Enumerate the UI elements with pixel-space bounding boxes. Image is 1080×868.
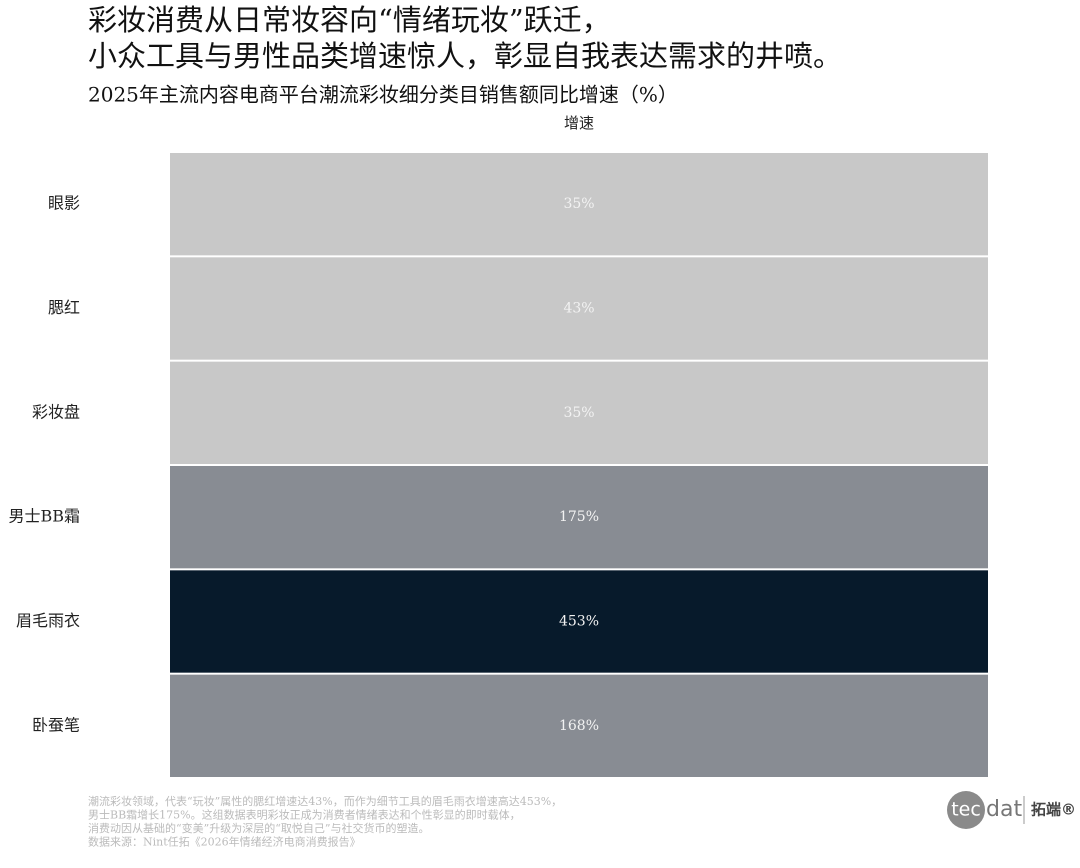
footnote: 消费动因从基础的“变美”升级为深层的“取悦自己”与社交货币的塑造。 bbox=[88, 821, 430, 835]
value-label: 43% bbox=[563, 301, 594, 317]
column-label: 增速 bbox=[564, 114, 594, 132]
value-label: 35% bbox=[563, 405, 594, 421]
heat-cell bbox=[170, 257, 988, 360]
row-label: 眼影 bbox=[48, 194, 80, 213]
footnote: 数据来源：Nint任拓《2026年情绪经济电商消费报告》 bbox=[88, 835, 361, 849]
row-label: 男士BB霜 bbox=[8, 507, 80, 526]
heat-cell bbox=[170, 570, 988, 673]
chart-subtitle: 2025年主流内容电商平台潮流彩妆细分类目销售额同比增速（%） bbox=[88, 83, 678, 107]
chart-title: 小众工具与男性品类增速惊人，彰显自我表达需求的井喷。 bbox=[88, 39, 842, 73]
logo-text: dat bbox=[986, 797, 1022, 822]
row-label: 彩妆盘 bbox=[32, 402, 80, 421]
row-label: 眉毛雨衣 bbox=[16, 611, 80, 630]
heat-cell bbox=[170, 674, 988, 777]
heat-cell bbox=[170, 361, 988, 464]
value-label: 168% bbox=[559, 718, 599, 734]
value-label: 35% bbox=[563, 196, 594, 212]
logo-brand: 拓端® bbox=[1031, 801, 1076, 819]
chart-title: 彩妆消费从日常妆容向“情绪玩妆”跃迁， bbox=[88, 3, 611, 37]
heat-cell bbox=[170, 153, 988, 256]
row-label: 卧蚕笔 bbox=[32, 715, 80, 734]
value-label: 453% bbox=[559, 614, 599, 630]
logo-mark: tec bbox=[951, 799, 981, 821]
footnote: 潮流彩妆领域，代表“玩妆”属性的腮红增速达43%，而作为细节工具的眉毛雨衣增速高… bbox=[88, 794, 562, 808]
footnote: 男士BB霜增长175%。这组数据表明彩妆正成为消费者情绪表达和个性彰显的即时载体… bbox=[88, 808, 521, 822]
row-label: 腮红 bbox=[48, 298, 80, 317]
heat-cell bbox=[170, 466, 988, 569]
value-label: 175% bbox=[559, 509, 599, 525]
logo-circle bbox=[947, 791, 985, 829]
